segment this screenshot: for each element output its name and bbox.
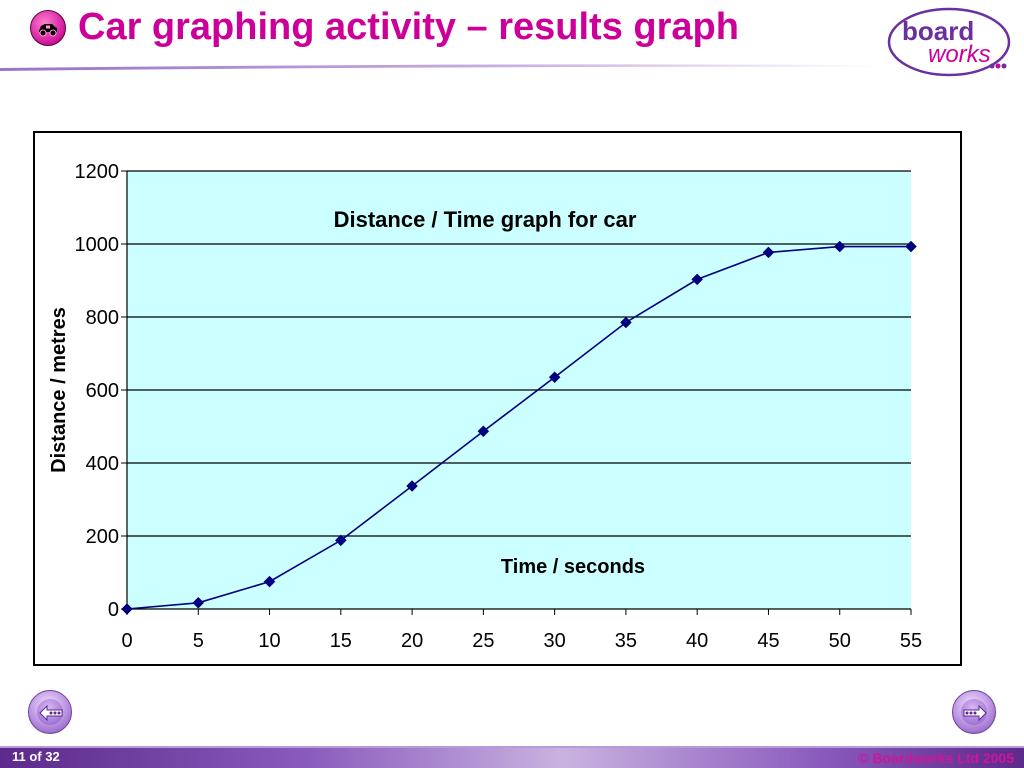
distance-time-chart: 0 200 400 600 800 1000 1200 0 5 10 15 20 25 30 35 40 45… [48,161,922,652]
data-point-5 [477,425,490,438]
back-arrow-icon [39,704,63,722]
x-tick-label: 50 [829,630,851,652]
y-axis-label: Distance / metres [48,307,70,473]
x-axis-label: Time / seconds [501,556,645,578]
boardworks-logo: board works [887,7,1011,77]
data-point-9 [762,246,775,259]
x-tick-label: 30 [544,630,566,652]
page-title: Car graphing activity – results graph [78,6,739,48]
car-icon [30,10,66,46]
copyright-text: © Boardworks Ltd 2005 [858,750,1014,766]
data-point-2 [263,575,276,588]
y-tick-label: 0 [108,599,119,621]
x-tick-label: 20 [401,630,423,652]
series-line [126,245,911,610]
footer-divider [0,746,1024,748]
chart-frame: 0 200 400 600 800 1000 1200 0 5 10 15 20 25 30 35 40 45… [33,131,962,666]
data-point-1 [192,596,205,609]
data-point-8 [691,273,704,286]
y-tick-label: 1200 [75,161,120,183]
data-point-11 [905,240,917,253]
forward-arrow-icon [963,704,987,722]
x-tick-label: 10 [258,630,280,652]
data-point-7 [620,316,632,329]
data-point-3 [334,534,347,547]
y-tick-label: 1000 [75,234,120,256]
y-tick-label: 400 [86,453,119,475]
x-tick-label: 35 [615,630,637,652]
x-tick-label: 45 [757,630,779,652]
x-tick-label: 55 [900,630,922,652]
page-indicator: 11 of 32 [12,749,60,764]
x-tick-label: 15 [330,630,352,652]
data-point-0 [121,603,133,615]
logo-text-works: works [928,41,991,68]
y-tick-label: 200 [86,526,119,548]
y-tick-label: 600 [86,380,119,402]
title-underline [0,64,880,71]
data-point-4 [406,480,418,492]
logo-text-board: board [902,16,974,46]
x-tick-label: 40 [686,630,708,652]
x-tick-label: 0 [121,630,132,652]
chart-title: Distance / Time graph for car [334,207,637,232]
data-point-6 [548,371,561,384]
next-slide-button[interactable] [952,690,996,734]
data-point-10 [833,240,846,253]
x-tick-label: 25 [472,630,494,652]
x-tick-label: 5 [193,630,204,652]
footer-bar [0,748,1024,768]
y-tick-label: 800 [86,307,119,329]
prev-slide-button[interactable] [28,690,72,734]
